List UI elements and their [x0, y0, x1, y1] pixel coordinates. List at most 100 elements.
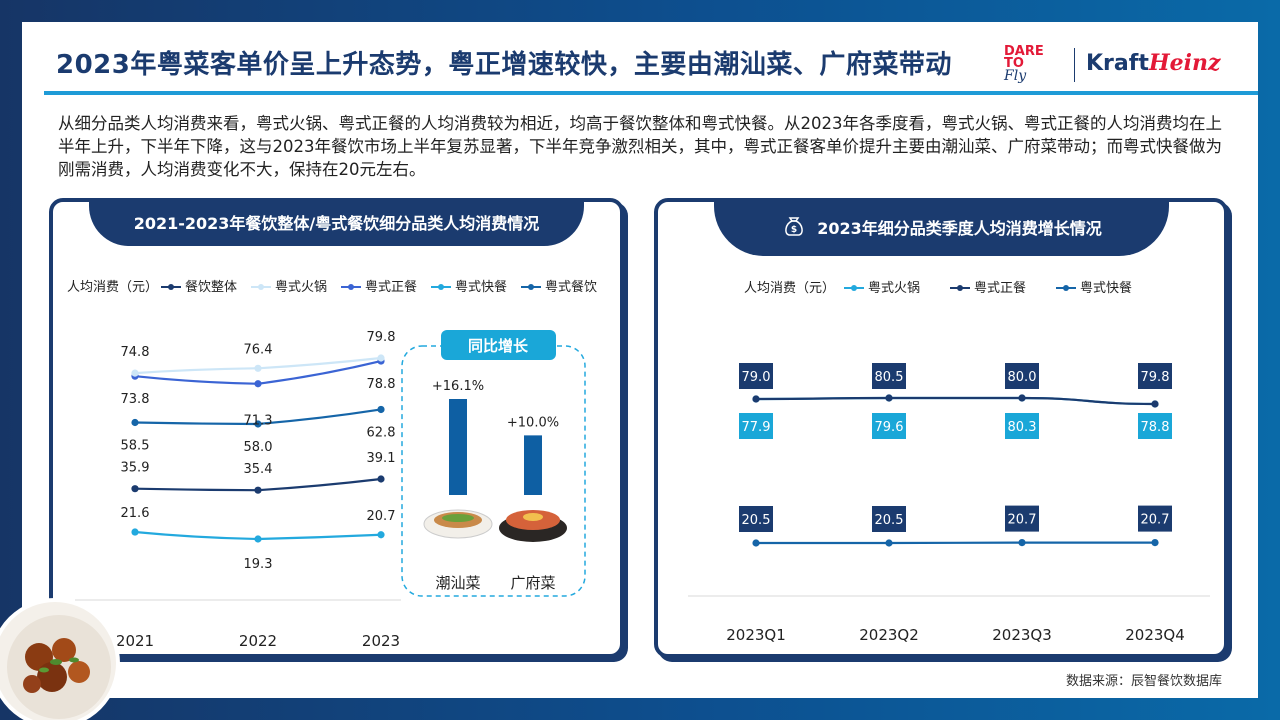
- data-point: [377, 475, 385, 483]
- legend-label-2: 粤式正餐: [365, 279, 417, 295]
- data-point: [254, 420, 262, 428]
- data-label-box: [872, 413, 906, 439]
- yoy-title: 同比增长: [468, 337, 529, 355]
- legend-swatch-dot: [258, 284, 264, 290]
- data-point: [752, 539, 760, 547]
- logo-divider: [1074, 48, 1075, 82]
- bar-value-label: +10.0%: [507, 415, 559, 430]
- data-label-box: [1005, 413, 1039, 439]
- data-point: [131, 369, 139, 377]
- data-label: 19.3: [244, 557, 273, 572]
- data-label-box: [1138, 505, 1172, 532]
- summary-text: 从细分品类人均消费来看，粤式火锅、粤式正餐的人均消费较为相近，均高于餐饮整体和粤…: [58, 114, 1222, 179]
- data-source: 数据来源：辰智餐饮数据库: [1065, 674, 1222, 689]
- x-tick-label-2023q2: 2023Q2: [859, 626, 919, 644]
- food-dish-image: [0, 598, 120, 720]
- dare-to-fly-logo: DARE TO Fly: [1004, 44, 1050, 84]
- brand-logo: DARE TO Fly KraftHeinz: [1002, 44, 1242, 86]
- data-point: [1151, 400, 1159, 408]
- dare-line2: TO: [1004, 56, 1024, 71]
- series--group: 74.8 76.4 79.8: [121, 330, 396, 377]
- dare-fly: Fly: [1004, 68, 1027, 84]
- series-layer: 77.9 79.6 80.3 78.8 79.0 80.5 80.0 79.8 20.5 20.5…: [739, 363, 1172, 547]
- x-tick-label-2022: 2022: [239, 632, 277, 650]
- yoy-dashed-border: [401, 345, 586, 597]
- data-label-box: [739, 506, 773, 532]
- data-label: 79.6: [875, 420, 904, 435]
- annual-consumption-chart: 人均消费（元） 餐饮整体 粤式火锅 粤式正餐 粤式快餐 粤式餐饮 2021 2022 2023…: [67, 279, 597, 650]
- data-label: 71.3: [244, 414, 273, 429]
- series--group: 58.5 58.0 62.8: [121, 405, 395, 455]
- data-label: 58.5: [121, 438, 150, 453]
- legend-swatch-dot: [168, 284, 174, 290]
- data-label: 79.8: [1141, 370, 1170, 385]
- series-layer: 21.6 19.3 20.7 35.9 35.4 39.1 58.5 58.0 62.8 73.8…: [121, 330, 396, 572]
- data-label: 79.8: [367, 330, 396, 345]
- x-axis: 2023Q1 2023Q2 2023Q3 2023Q4: [688, 595, 1210, 644]
- logo-heinz: Heinz: [1148, 50, 1221, 76]
- kraft-heinz-logo: KraftHeinz: [1086, 50, 1220, 76]
- data-label-box: [872, 363, 906, 389]
- x-tick-label-2023q1: 2023Q1: [726, 626, 786, 644]
- data-point: [885, 394, 893, 402]
- data-label: 78.8: [1141, 420, 1170, 435]
- right-panel-title-bar: $ 2023年细分品类季度人均消费增长情况: [714, 198, 1169, 256]
- data-label: 79.0: [742, 370, 771, 385]
- data-point: [131, 528, 139, 536]
- data-label-box: [1005, 363, 1039, 389]
- data-label-box: [1005, 505, 1039, 532]
- data-point: [131, 418, 139, 427]
- y-axis-title: 人均消费（元）: [744, 281, 835, 296]
- claypot-egg: [523, 513, 543, 521]
- logo-kraft: Kraft: [1086, 51, 1149, 76]
- data-label: 20.5: [742, 513, 771, 528]
- legend-label-0: 粤式火锅: [868, 280, 920, 296]
- data-label: 77.9: [742, 420, 771, 435]
- data-label: 35.4: [244, 462, 273, 477]
- legend-label-3: 粤式快餐: [455, 279, 507, 295]
- data-point: [885, 539, 893, 547]
- legend-swatch-dot: [348, 284, 354, 290]
- data-label: 21.6: [121, 506, 150, 521]
- x-tick-label-2023q3: 2023Q3: [992, 626, 1052, 644]
- right-panel: $ 2023年细分品类季度人均消费增长情况 人均消费（元） 粤式火锅 粤式正餐 粤式快…: [654, 198, 1228, 658]
- data-label: 78.8: [367, 377, 396, 392]
- dare-line1: DARE: [1004, 44, 1044, 59]
- data-point: [752, 395, 760, 403]
- legend-swatch-dot: [851, 285, 857, 291]
- svg-text:$: $: [791, 225, 797, 235]
- bar-category-label: 潮汕菜: [435, 574, 480, 592]
- data-point: [377, 531, 385, 539]
- legend-swatch-dot: [957, 285, 963, 291]
- data-point: [1151, 539, 1159, 547]
- data-label: 80.3: [1008, 420, 1037, 435]
- data-label: 73.8: [121, 392, 150, 407]
- y-axis-title: 人均消费（元）: [67, 280, 158, 295]
- series--group: 35.9 35.4 39.1: [121, 451, 395, 494]
- data-point: [254, 380, 262, 388]
- data-label: 20.5: [875, 513, 904, 528]
- data-point: [377, 405, 385, 414]
- data-label-box: [872, 506, 906, 532]
- data-point: [131, 485, 139, 493]
- bar-value-label: +16.1%: [432, 379, 484, 394]
- x-tick-label-2023: 2023: [362, 632, 400, 650]
- legend-swatch-dot: [1063, 285, 1069, 291]
- dare-line2-row: TO Fly: [1004, 56, 1050, 84]
- legend-swatch-dot: [438, 284, 444, 290]
- data-label: 58.0: [244, 440, 273, 455]
- legend-swatch-dot: [528, 284, 534, 290]
- series-line: [755, 396, 1156, 406]
- data-point: [377, 354, 385, 362]
- data-point: [254, 364, 262, 372]
- chaoshan-dish-image: [423, 509, 493, 539]
- x-tick-label-2021: 2021: [116, 632, 154, 650]
- x-tick-label-2023q4: 2023Q4: [1125, 626, 1185, 644]
- data-label-box: [739, 363, 773, 389]
- title-rule: [44, 91, 1258, 95]
- bar-guangfu: [524, 435, 542, 495]
- right-panel-title: 2023年细分品类季度人均消费增长情况: [817, 219, 1102, 238]
- data-label: 20.7: [1008, 513, 1037, 528]
- data-label-box: [1138, 413, 1172, 439]
- data-label: 80.5: [875, 370, 904, 385]
